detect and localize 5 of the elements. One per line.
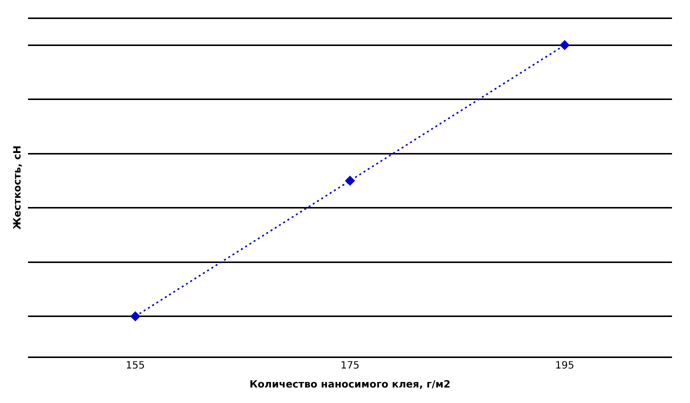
x-axis-title: Количество наносимого клея, г/м2 [249, 380, 451, 391]
y-axis-title: Жесткость, сН [12, 145, 24, 230]
x-tick-label: 175 [340, 360, 360, 372]
x-tick-label: 195 [555, 360, 574, 372]
x-tick-label: 155 [126, 360, 145, 372]
